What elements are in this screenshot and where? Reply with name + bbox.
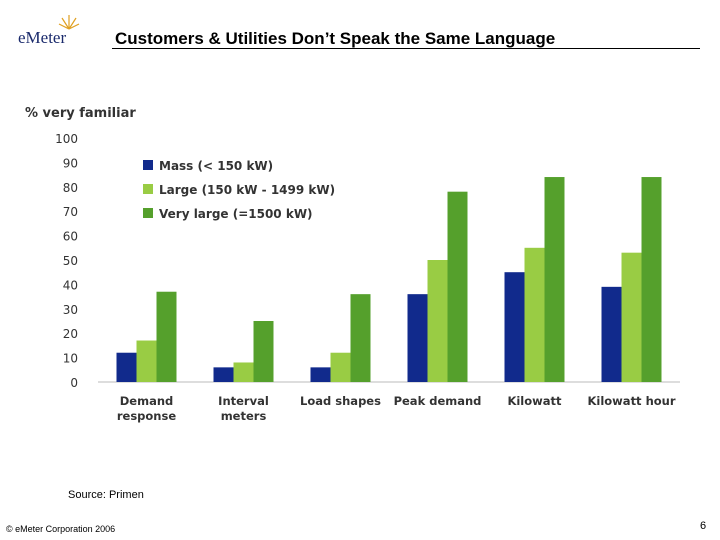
x-tick-label: Demand — [120, 394, 174, 408]
bar — [330, 352, 351, 382]
bar — [116, 352, 137, 382]
bar — [601, 286, 622, 382]
bar-chart: % very familiar 0 10 20 30 40 50 60 70 80 90 100 Dem… — [25, 106, 680, 423]
x-tick-label: Peak demand — [394, 394, 482, 408]
x-tick-label: Interval — [218, 394, 269, 408]
x-tick-label: Kilowatt — [507, 394, 562, 408]
y-tick-label: 70 — [63, 205, 78, 219]
bar — [621, 252, 642, 382]
bar — [350, 294, 371, 382]
page-number: 6 — [700, 520, 707, 532]
bar — [427, 260, 448, 382]
bar — [310, 367, 331, 382]
copyright-note: © eMeter Corporation 2006 — [6, 524, 116, 534]
chart-title: % very familiar — [25, 106, 136, 121]
bar — [136, 340, 157, 382]
y-tick-label: 80 — [63, 181, 78, 195]
bar — [156, 291, 177, 382]
x-tick-label: Load shapes — [300, 394, 381, 408]
y-tick-label: 40 — [63, 278, 78, 292]
bar — [407, 294, 428, 382]
y-tick-label: 90 — [63, 156, 78, 170]
x-tick-label: Kilowatt hour — [587, 394, 675, 408]
y-tick-label: 100 — [55, 132, 78, 146]
y-tick-label: 30 — [63, 303, 78, 317]
slide-title: Customers & Utilities Don’t Speak the Sa… — [115, 29, 556, 48]
bar — [504, 272, 525, 382]
legend-label: Very large (=1500 kW) — [159, 207, 313, 221]
legend-swatch — [143, 160, 153, 170]
bar — [641, 177, 662, 382]
y-tick-label: 0 — [70, 376, 78, 390]
emeter-logo: eMeter — [18, 14, 108, 50]
source-note: Source: Primen — [68, 489, 144, 501]
legend-swatch — [143, 208, 153, 218]
y-tick-label: 50 — [63, 254, 78, 268]
logo-text: eMeter — [18, 28, 67, 47]
bar — [447, 191, 468, 382]
title-underline — [112, 48, 700, 49]
bar — [233, 362, 254, 382]
bar — [544, 177, 565, 382]
legend-swatch — [143, 184, 153, 194]
legend-label: Large (150 kW - 1499 kW) — [159, 183, 335, 197]
y-tick-label: 10 — [63, 352, 78, 366]
bar — [524, 247, 545, 382]
x-tick-label: response — [117, 409, 176, 423]
bar — [213, 367, 234, 382]
y-tick-label: 60 — [63, 230, 78, 244]
y-tick-label: 20 — [63, 327, 78, 341]
bar — [253, 321, 274, 382]
x-tick-label: meters — [221, 409, 267, 423]
sunburst-icon — [58, 15, 80, 30]
legend-label: Mass (< 150 kW) — [159, 159, 273, 173]
